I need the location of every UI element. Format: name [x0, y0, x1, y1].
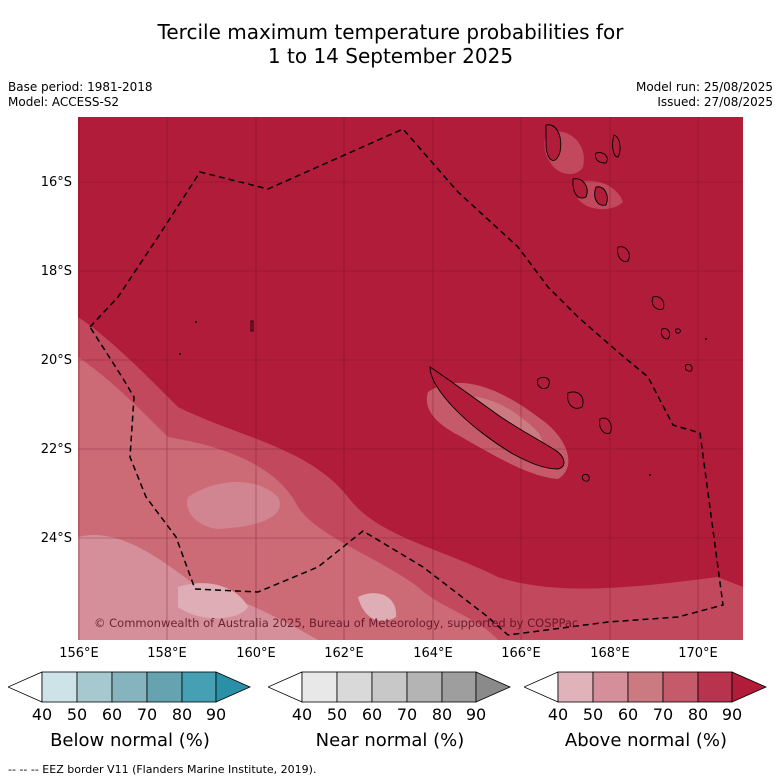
- lon-label-170e: 170°E: [678, 646, 718, 661]
- colorbar-above-cell-2: [592, 671, 629, 703]
- prob-zone-50-60-b: [187, 482, 280, 529]
- lon-label-164e: 164°E: [413, 646, 453, 661]
- lon-label-162e: 162°E: [324, 646, 364, 661]
- colorbar-tick: 40: [547, 705, 569, 724]
- probability-map: © Commonwealth of Australia 2025, Bureau…: [78, 117, 743, 640]
- colorbar-near-cell-2: [336, 671, 373, 703]
- colorbar-tick: 60: [617, 705, 639, 724]
- islet-5: [649, 474, 651, 476]
- colorbar-near-low-arrow: [268, 671, 303, 703]
- prob-zone-40-50-b: [358, 593, 397, 621]
- vanuatu-island-7: [651, 296, 665, 310]
- lon-label-168e: 168°E: [590, 646, 630, 661]
- colorbar-tick: 70: [652, 705, 674, 724]
- colorbar-tick: 50: [326, 705, 348, 724]
- islet-3: [179, 353, 181, 355]
- islet-4: [705, 338, 707, 340]
- colorbar-below-cell-4: [146, 671, 183, 703]
- eez-border: [89, 128, 724, 636]
- meta-left: Base period: 1981-2018 Model: ACCESS-S2: [8, 80, 153, 110]
- vanuatu-island-2: [572, 178, 588, 199]
- loyalty-island-1: [537, 376, 550, 390]
- vanuatu-island-8: [660, 328, 671, 340]
- colorbar-tick: 80: [687, 705, 709, 724]
- colorbar-tick: 90: [721, 705, 743, 724]
- lon-label-156e: 156°E: [59, 646, 99, 661]
- colorbar-near: [268, 671, 511, 703]
- colorbar-above-cell-1: [557, 671, 594, 703]
- lat-label-22s: 22°S: [40, 442, 72, 457]
- vanuatu-island-4: [612, 134, 621, 158]
- colorbar-below-cell-3: [111, 671, 148, 703]
- colorbar-above-cell-3: [627, 671, 664, 703]
- colorbar-near-cell-4: [406, 671, 443, 703]
- colorbar-tick: 60: [361, 705, 383, 724]
- colorbar-below-cell-2: [76, 671, 113, 703]
- lon-label-166e: 166°E: [501, 646, 541, 661]
- base-period-text: Base period: 1981-2018: [8, 80, 153, 94]
- colorbar-below-high-arrow: [215, 671, 251, 703]
- colorbar-below: [8, 671, 251, 703]
- colorbar-tick: 40: [31, 705, 53, 724]
- map-copyright: © Commonwealth of Australia 2025, Bureau…: [94, 616, 578, 630]
- issued-text: Issued: 27/08/2025: [657, 95, 773, 109]
- lat-label-18s: 18°S: [40, 264, 72, 279]
- eez-footer-note: -- -- -- EEZ border V11 (Flanders Marine…: [8, 763, 317, 776]
- vanuatu-island-10: [675, 328, 681, 334]
- model-text: Model: ACCESS-S2: [8, 95, 120, 109]
- model-run-text: Model run: 25/08/2025: [635, 80, 773, 94]
- colorbar-below-low-arrow: [8, 671, 43, 703]
- islet-1: [250, 320, 254, 332]
- colorbar-above-cell-4: [662, 671, 699, 703]
- lon-label-158e: 158°E: [147, 646, 187, 661]
- vanuatu-espiritu-santo: [545, 124, 562, 161]
- lat-label-24s: 24°S: [40, 531, 72, 546]
- vanuatu-island-9: [684, 364, 693, 372]
- gridlines: [78, 117, 743, 640]
- colorbar-tick: 40: [291, 705, 313, 724]
- loyalty-island-2: [567, 391, 584, 409]
- colorbar-near-cell-5: [441, 671, 477, 703]
- meta-right: Model run: 25/08/2025 Issued: 27/08/2025: [636, 80, 773, 110]
- lat-label-20s: 20°S: [40, 353, 72, 368]
- vanuatu-island-6: [617, 246, 630, 262]
- new-caledonia-island: [429, 366, 565, 470]
- lat-label-16s: 16°S: [40, 175, 72, 190]
- loyalty-island-3: [599, 417, 612, 434]
- colorbar-below-cell-5: [181, 671, 217, 703]
- colorbar-above-title: Above normal (%): [564, 730, 728, 751]
- colorbar-above: [524, 671, 767, 703]
- colorbar-near-high-arrow: [475, 671, 511, 703]
- vanuatu-island-5: [595, 152, 608, 164]
- title-line-1: Tercile maximum temperature probabilitie…: [157, 20, 624, 44]
- colorbar-tick: 70: [396, 705, 418, 724]
- colorbar-tick: 80: [431, 705, 453, 724]
- map-title: Tercile maximum temperature probabilitie…: [0, 20, 781, 68]
- lon-label-160e: 160°E: [236, 646, 276, 661]
- colorbar-tick: 50: [66, 705, 88, 724]
- colorbar-tick: 50: [582, 705, 604, 724]
- colorbar-near-cell-3: [371, 671, 408, 703]
- isle-of-pines: [581, 474, 590, 482]
- colorbar-above-low-arrow: [524, 671, 559, 703]
- colorbar-tick: 70: [136, 705, 158, 724]
- vanuatu-island-3: [594, 186, 608, 206]
- title-line-2: 1 to 14 September 2025: [267, 44, 514, 68]
- colorbar-below-title: Below normal (%): [50, 730, 210, 751]
- colorbar-tick: 60: [101, 705, 123, 724]
- colorbar-near-cell-1: [301, 671, 338, 703]
- colorbar-above-cell-5: [697, 671, 733, 703]
- colorbar-tick: 90: [465, 705, 487, 724]
- colorbar-tick: 90: [205, 705, 227, 724]
- prob-zone-40-50: [178, 583, 248, 619]
- colorbar-below-cell-1: [41, 671, 78, 703]
- colorbar-above-high-arrow: [731, 671, 767, 703]
- prob-zone-60-70: [78, 357, 498, 640]
- islet-2: [195, 321, 197, 323]
- colorbar-tick: 80: [171, 705, 193, 724]
- colorbar-near-title: Near normal (%): [315, 730, 465, 751]
